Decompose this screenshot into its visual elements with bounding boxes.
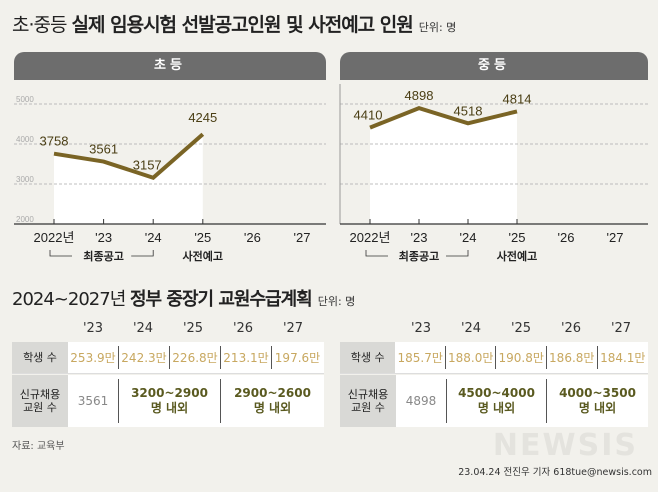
cell: 213.1만: [221, 346, 272, 369]
data-label: 3758: [40, 134, 69, 149]
cell: 3200~2900명 내외: [119, 379, 221, 423]
x-tick-label: '27: [294, 230, 311, 245]
year: '25: [510, 321, 532, 336]
x-tick-label: '24: [145, 230, 162, 245]
cell: 185.7만: [395, 346, 446, 369]
cell: 2900~2600명 내외: [234, 386, 311, 415]
bracket: [49, 250, 154, 257]
series-line: [53, 132, 205, 180]
data-label: 4410: [354, 108, 383, 123]
cell: 188.0만: [446, 346, 497, 369]
x-tick-label: '23: [411, 230, 428, 245]
cell: 226.8만: [170, 346, 221, 369]
row-label: 학생 수: [340, 342, 396, 373]
data-label: 4898: [405, 88, 434, 103]
plan-title-bold: 정부 중장기 교원수급계획: [130, 289, 313, 310]
newsis-watermark: NEWSIS: [492, 428, 638, 463]
cell: 190.8만: [496, 346, 547, 369]
year: '27: [610, 321, 632, 336]
secondary-panel-header: 중등: [340, 52, 648, 80]
source-note: 자료: 교육부: [12, 441, 65, 452]
cell: 4000~3500명 내외: [559, 386, 636, 415]
main-title: 초·중등 실제 임용시험 선발공고인원 및 사전예고 인원 단위: 명: [12, 10, 456, 37]
year: '26: [232, 321, 254, 336]
y-tick-label: 5000: [16, 95, 34, 104]
x-tick-label: '24: [460, 230, 477, 245]
year: '23: [82, 321, 104, 336]
elementary-students-row: 학생 수 253.9만 242.3만 226.8만 213.1만 197.6만: [12, 342, 324, 374]
cell: 242.3만: [119, 346, 170, 369]
title-light: 초·중등: [12, 14, 67, 36]
secondary-students-row: 학생 수 185.7만 188.0만 190.8만 186.8만 184.1만: [340, 342, 648, 374]
x-tick-label: 2022년: [34, 230, 75, 245]
title-unit: 단위: 명: [418, 21, 457, 34]
annotation-preview: 사전예고: [183, 249, 223, 263]
x-tick-label: '25: [194, 230, 211, 245]
cell: 3561: [68, 379, 119, 423]
year: '25: [182, 321, 204, 336]
year: '23: [410, 321, 432, 336]
row-label: 신규채용 교원 수: [12, 375, 68, 427]
y-tick-label: 4000: [16, 135, 34, 144]
row-label: 신규채용 교원 수: [340, 375, 396, 427]
elementary-hire-row: 신규채용 교원 수 3561 3200~2900명 내외 2900~2600명 …: [12, 375, 324, 427]
x-tick-label: '23: [95, 230, 112, 245]
data-label: 4245: [188, 110, 217, 125]
credit-line: 23.04.24 전진우 기자 618tue@newsis.com: [458, 467, 652, 478]
x-tick-label: '26: [244, 230, 261, 245]
annotation-preview: 사전예고: [497, 249, 537, 263]
elementary-panel-header: 초등: [14, 52, 326, 80]
plan-title: 2024~2027년 정부 중장기 교원수급계획 단위: 명: [12, 285, 355, 311]
cell: 197.6만: [274, 351, 321, 365]
year: '24: [132, 321, 154, 336]
area-fill: [370, 108, 517, 224]
cell: 184.1만: [600, 351, 646, 365]
row-label: 학생 수: [12, 342, 68, 373]
y-tick-label: 3000: [16, 175, 34, 184]
title-bold: 실제 임용시험 선발공고인원 및 사전예고 인원: [71, 14, 414, 36]
year: '24: [460, 321, 482, 336]
cell: 4500~4000명 내외: [447, 379, 547, 423]
secondary-chart: 2022년 '23 '24 '25 '26 '27 최종공고 사전예고 4410 4898 4518…: [339, 84, 648, 263]
secondary-hire-row: 신규채용 교원 수 4898 4500~4000명 내외 4000~3500명 …: [340, 375, 648, 427]
elementary-year-header: '23 '24 '25 '26 '27: [68, 321, 318, 336]
year: '27: [282, 321, 304, 336]
series-line: [369, 105, 518, 130]
y-tick-label: 2000: [16, 215, 34, 224]
plan-unit: 단위: 명: [317, 295, 356, 308]
data-label: 3157: [133, 158, 162, 173]
data-label: 4814: [503, 91, 532, 106]
annotation-final: 최종공고: [399, 249, 439, 263]
data-label: 3561: [89, 142, 118, 157]
data-label: 4518: [454, 103, 483, 118]
x-tick-label: 2022년: [350, 230, 391, 245]
area-fill: [54, 134, 203, 224]
cell: 186.8만: [547, 346, 598, 369]
cell: 253.9만: [68, 346, 119, 369]
plan-title-light: 2024~2027년: [12, 289, 126, 310]
secondary-year-header: '23 '24 '25 '26 '27: [396, 321, 646, 336]
year: '26: [560, 321, 582, 336]
x-tick-label: '26: [558, 230, 575, 245]
x-tick-label: '25: [509, 230, 526, 245]
x-tick-label: '27: [607, 230, 624, 245]
cell: 4898: [396, 379, 447, 423]
annotation-final: 최종공고: [83, 249, 123, 263]
bracket: [365, 250, 469, 257]
